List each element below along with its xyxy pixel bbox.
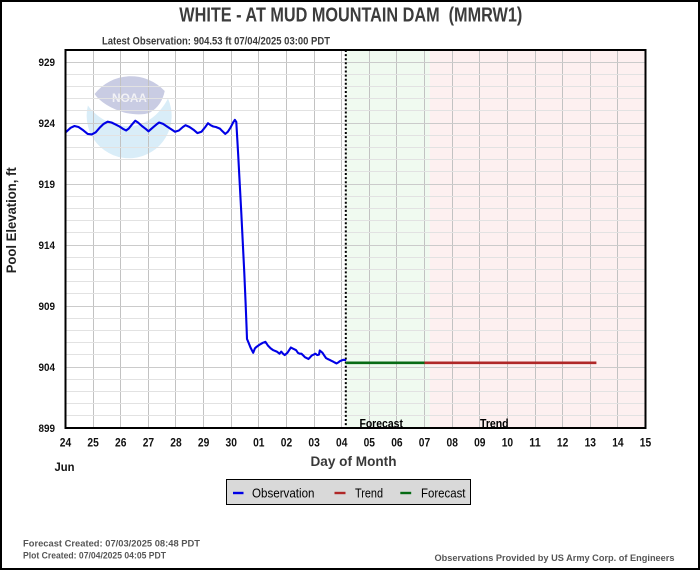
svg-text:14: 14 [612, 435, 624, 449]
svg-text:02: 02 [281, 435, 293, 449]
svg-text:909: 909 [39, 301, 56, 313]
svg-text:12: 12 [557, 435, 569, 449]
svg-text:07: 07 [419, 435, 431, 449]
svg-text:28: 28 [170, 435, 182, 449]
svg-text:Day of Month: Day of Month [311, 454, 397, 469]
svg-text:26: 26 [115, 435, 127, 449]
svg-text:15: 15 [640, 435, 652, 449]
svg-text:924: 924 [39, 118, 56, 130]
svg-text:Forecast Created: 07/03/2025 0: Forecast Created: 07/03/2025 08:48 PDT [23, 539, 200, 550]
svg-text:904: 904 [39, 362, 56, 374]
svg-text:25: 25 [87, 435, 99, 449]
svg-text:Jun: Jun [55, 460, 75, 474]
svg-text:919: 919 [39, 179, 56, 191]
svg-text:Observations Provided by US Ar: Observations Provided by US Army Corp. o… [435, 553, 675, 564]
svg-text:914: 914 [39, 240, 56, 252]
svg-text:10: 10 [502, 435, 514, 449]
svg-text:06: 06 [391, 435, 403, 449]
svg-text:09: 09 [474, 435, 486, 449]
svg-text:05: 05 [364, 435, 376, 449]
svg-text:01: 01 [253, 435, 265, 449]
svg-text:Trend: Trend [355, 486, 383, 500]
svg-text:Pool Elevation, ft: Pool Elevation, ft [4, 167, 19, 273]
svg-text:30: 30 [226, 435, 238, 449]
svg-text:Forecast: Forecast [421, 486, 466, 500]
svg-text:Plot Created: 07/04/2025 04:05: Plot Created: 07/04/2025 04:05 PDT [23, 551, 166, 562]
svg-text:899: 899 [39, 423, 56, 435]
svg-text:03: 03 [308, 435, 320, 449]
svg-text:27: 27 [143, 435, 155, 449]
svg-text:24: 24 [60, 435, 72, 449]
svg-text:29: 29 [198, 435, 210, 449]
svg-text:929: 929 [39, 57, 56, 69]
svg-text:08: 08 [447, 435, 459, 449]
svg-text:13: 13 [585, 435, 597, 449]
svg-text:WHITE - AT MUD MOUNTAIN DAM (: WHITE - AT MUD MOUNTAIN DAM (MMRW1) [179, 5, 522, 27]
svg-text:04: 04 [336, 435, 348, 449]
svg-text:Latest Observation: 904.53 ft: Latest Observation: 904.53 ft 07/04/2025… [102, 36, 330, 48]
svg-text:Observation: Observation [252, 486, 315, 500]
svg-text:11: 11 [529, 435, 541, 449]
